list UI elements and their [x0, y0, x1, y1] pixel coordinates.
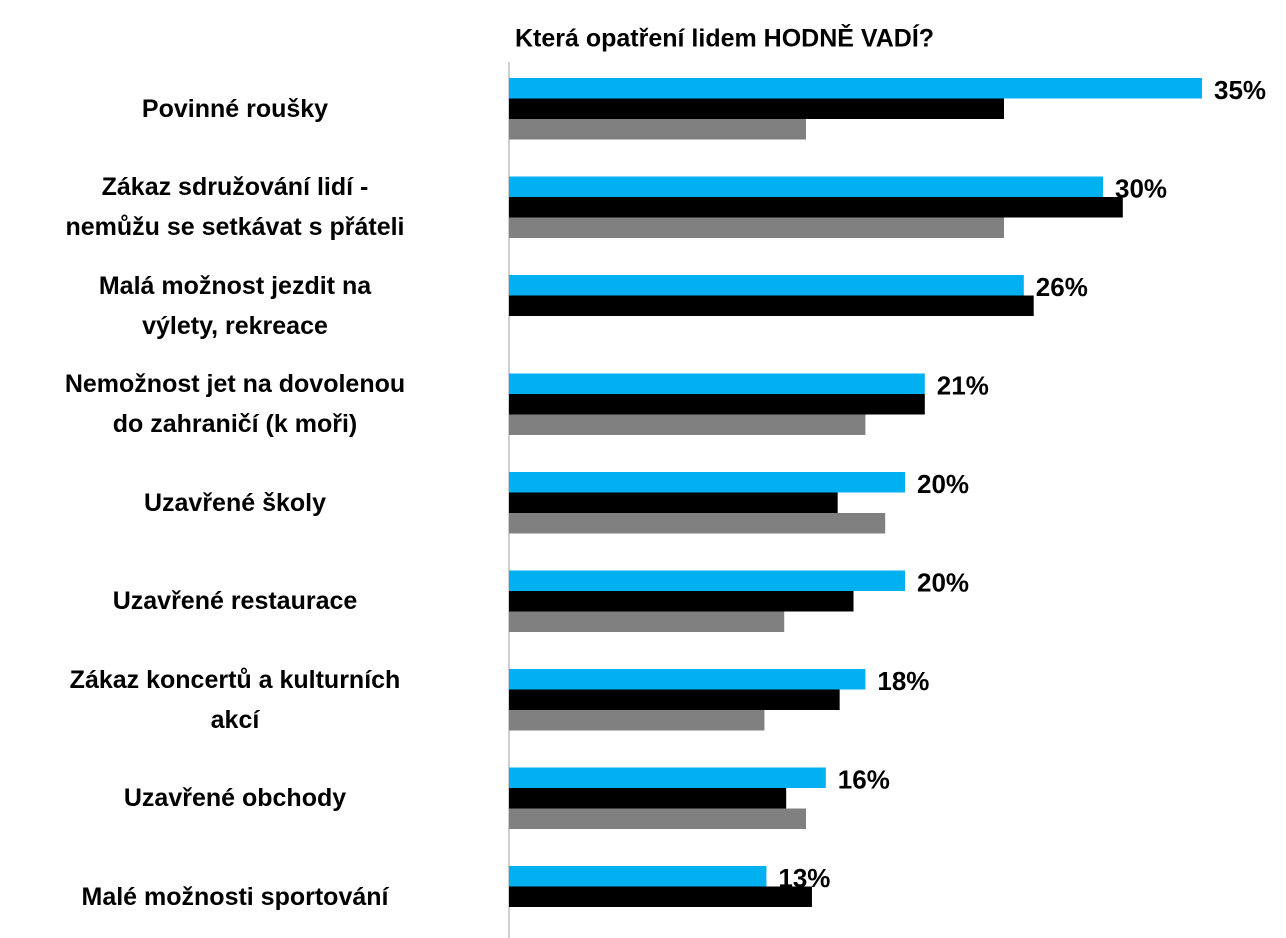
- bar: [509, 513, 886, 534]
- bar: [509, 611, 785, 632]
- category-label: Zákaz koncertů a kulturních akcí: [69, 665, 401, 734]
- bar: [509, 570, 905, 591]
- bar: [509, 591, 854, 612]
- bar: [509, 275, 1024, 296]
- category-label: Zákaz sdružování lidí - nemůžu se setkáv…: [65, 173, 405, 242]
- bar: [509, 414, 866, 435]
- bar: [509, 119, 806, 140]
- category-label: Uzavřené školy: [143, 488, 327, 517]
- bar: [509, 710, 765, 731]
- bar: [509, 886, 812, 907]
- data-label: 35%: [1214, 75, 1266, 105]
- bar: [509, 176, 1103, 197]
- bar: [509, 78, 1202, 99]
- category-label: Nemožnost jet na dovolenou do zahraničí …: [64, 370, 406, 439]
- bar: [509, 689, 840, 710]
- data-label: 30%: [1115, 174, 1167, 204]
- chart-title: Která opatření lidem HODNĚ VADÍ?: [515, 23, 934, 53]
- category-label: Uzavřené restaurace: [112, 587, 358, 616]
- data-label: 18%: [877, 666, 929, 696]
- bar: [509, 866, 767, 887]
- data-label: 20%: [917, 469, 969, 499]
- bar: [509, 295, 1034, 316]
- bar: [509, 373, 925, 394]
- category-label: Malé možnosti sportování: [81, 882, 389, 911]
- bar: [509, 767, 826, 788]
- bar: [509, 197, 1123, 218]
- category-label: Uzavřené obchody: [123, 784, 347, 813]
- bar: [509, 472, 905, 493]
- bar: [509, 669, 866, 690]
- bar: [509, 98, 1004, 119]
- data-label: 26%: [1036, 272, 1088, 302]
- bar: [509, 788, 787, 809]
- category-label: Malá možnost jezdit na výlety, rekreace: [98, 271, 372, 340]
- data-label: 21%: [937, 371, 989, 401]
- data-label: 16%: [838, 765, 890, 795]
- bar: [509, 808, 806, 829]
- bar: [509, 492, 838, 513]
- data-label: 20%: [917, 568, 969, 598]
- bar: [509, 394, 925, 415]
- bar: [509, 217, 1004, 238]
- category-label: Povinné roušky: [141, 94, 329, 123]
